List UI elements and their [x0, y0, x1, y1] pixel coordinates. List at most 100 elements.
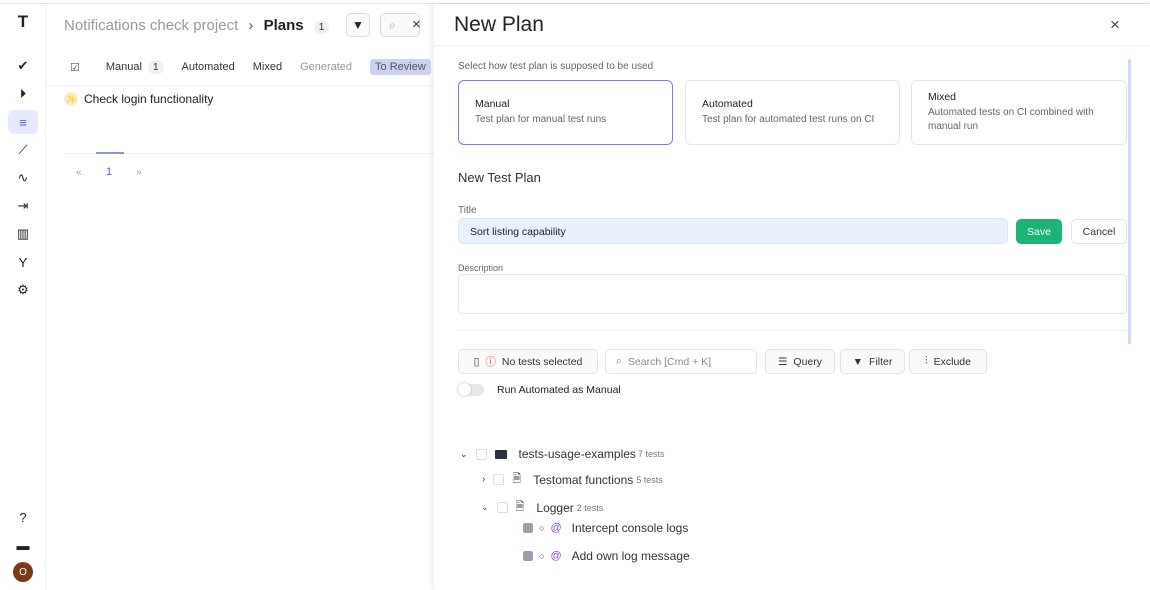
test-count: 7 tests: [637, 449, 665, 459]
sliders-icon: ☰: [777, 355, 788, 368]
search-button[interactable]: ⌕: [380, 13, 420, 37]
prev-page[interactable]: «: [76, 167, 82, 178]
tab-badge: 1: [147, 60, 164, 74]
test-name: Add own log message: [571, 549, 690, 563]
section-title: New Test Plan: [458, 170, 541, 185]
exclude-button[interactable]: ⫶ Exclude: [909, 349, 987, 374]
cancel-button[interactable]: Cancel: [1071, 219, 1127, 244]
card-desc: Test plan for manual test runs: [475, 114, 607, 125]
file-icon: ▯: [473, 355, 480, 368]
plan-type-hint: Select how test plan is supposed to be u…: [458, 61, 654, 72]
checkbox[interactable]: [523, 523, 533, 533]
plans-count: 1: [313, 21, 330, 34]
branch-icon[interactable]: Y: [18, 254, 28, 270]
new-plan-drawer: New Plan × Select how test plan is suppo…: [434, 4, 1150, 590]
folder-icon: [494, 449, 507, 459]
play-icon[interactable]: ⏵: [19, 86, 27, 101]
import-icon[interactable]: ⇥: [17, 198, 29, 213]
tab-to-review[interactable]: To Review: [370, 59, 431, 75]
chevron-down-icon[interactable]: ⌄: [481, 502, 489, 512]
query-label: Query: [793, 355, 822, 368]
tree-suite[interactable]: ⌄ 🗎 Logger 2 tests: [481, 498, 603, 517]
pulse-icon[interactable]: ∿: [17, 170, 29, 185]
folder-name: tests-usage-examples: [518, 447, 636, 461]
avatar[interactable]: O: [13, 562, 33, 582]
close-icon[interactable]: ×: [412, 16, 421, 33]
search-icon: ⌕: [616, 355, 622, 367]
filter-label: Filter: [869, 355, 893, 368]
type-card-manual[interactable]: Manual Test plan for manual test runs: [458, 80, 673, 145]
test-count: 2 tests: [576, 502, 604, 513]
tree-test[interactable]: ○ @ Add own log message: [523, 549, 690, 563]
toggle-knob: [458, 383, 471, 396]
plan-item[interactable]: ✨ Check login functionality: [64, 92, 213, 106]
toggle-label: Run Automated as Manual: [497, 384, 621, 396]
breadcrumb: Notifications check project › Plans 1: [64, 17, 330, 34]
suite-file-icon: 🗎: [512, 473, 522, 485]
tree-test[interactable]: ○ @ Intercept console logs: [523, 521, 688, 535]
selected-tests-button[interactable]: ▯ ⓘ No tests selected: [458, 349, 598, 374]
save-button[interactable]: Save: [1016, 219, 1062, 244]
next-page[interactable]: »: [136, 167, 142, 178]
type-card-mixed[interactable]: Mixed Automated tests on CI combined wit…: [911, 80, 1127, 145]
select-all-icon[interactable]: ☑: [70, 61, 80, 74]
plan-tabs: ☑ Manual 1 Automated Mixed Generated To R…: [70, 59, 431, 75]
test-name: Intercept console logs: [571, 521, 689, 535]
checkbox[interactable]: [475, 448, 487, 460]
card-title: Automated: [702, 98, 753, 110]
title-label: Title: [458, 205, 477, 216]
steps-icon[interactable]: ⟋: [18, 142, 28, 157]
breadcrumb-separator: ›: [248, 17, 254, 34]
checkbox[interactable]: [523, 551, 533, 561]
query-button[interactable]: ☰ Query: [765, 349, 835, 374]
help-icon[interactable]: ?: [19, 509, 27, 525]
check-icon[interactable]: ✔: [17, 58, 29, 73]
selected-label: No tests selected: [501, 355, 583, 368]
page-indicator: [96, 152, 124, 154]
drawer-title: New Plan: [454, 13, 544, 36]
analytics-icon[interactable]: ▥: [16, 226, 30, 241]
filter-button[interactable]: ▼: [346, 13, 370, 37]
tab-automated[interactable]: Automated: [181, 61, 235, 73]
close-drawer-icon[interactable]: ×: [1110, 15, 1120, 34]
tab-mixed[interactable]: Mixed: [252, 61, 283, 73]
status-circle-icon: ○: [539, 523, 545, 533]
tab-manual[interactable]: Manual 1: [106, 60, 164, 74]
chevron-down-icon[interactable]: ⌄: [460, 448, 468, 459]
search-input[interactable]: ⌕ Search [Cmd + K]: [605, 349, 757, 374]
card-title: Manual: [475, 98, 510, 110]
funnel-icon: ▼: [852, 355, 864, 368]
alert-icon: ⓘ: [485, 356, 496, 368]
checkbox[interactable]: [493, 474, 505, 485]
page-title: Plans: [263, 17, 304, 34]
plan-title: Check login functionality: [84, 92, 214, 106]
project-link[interactable]: Notifications check project: [64, 17, 239, 34]
page-1[interactable]: 1: [106, 166, 113, 178]
checkbox[interactable]: [496, 502, 508, 513]
plans-icon[interactable]: ≡: [8, 110, 38, 134]
logo[interactable]: T: [17, 12, 29, 31]
divider: [64, 153, 434, 154]
gear-icon[interactable]: ⚙: [17, 282, 29, 297]
run-as-manual-toggle[interactable]: [458, 383, 484, 396]
status-circle-icon: ○: [539, 551, 545, 561]
scrollbar[interactable]: [1128, 59, 1131, 344]
tree-root[interactable]: ⌄ tests-usage-examples 7 tests: [460, 447, 664, 461]
automated-icon: @: [550, 522, 562, 534]
type-card-automated[interactable]: Automated Test plan for automated test r…: [685, 80, 900, 145]
card-desc: Test plan for automated test runs on CI: [702, 114, 875, 125]
test-count: 5 tests: [636, 474, 663, 485]
folder-icon[interactable]: ▬: [16, 537, 30, 553]
tab-generated[interactable]: Generated: [300, 61, 353, 73]
exclude-icon: ⫶: [925, 355, 928, 367]
filter-button[interactable]: ▼ Filter: [840, 349, 905, 374]
description-input[interactable]: [458, 274, 1127, 314]
exclude-label: Exclude: [933, 355, 971, 368]
divider: [458, 330, 1127, 331]
suite-file-icon: 🗎: [515, 501, 525, 513]
tree-suite[interactable]: › 🗎 Testomat functions 5 tests: [482, 470, 663, 489]
chevron-right-icon[interactable]: ›: [482, 474, 486, 485]
card-desc: Automated tests on CI combined with manu…: [928, 107, 1094, 132]
top-border: [0, 0, 1150, 4]
title-input[interactable]: Sort listing capability: [458, 218, 1008, 244]
